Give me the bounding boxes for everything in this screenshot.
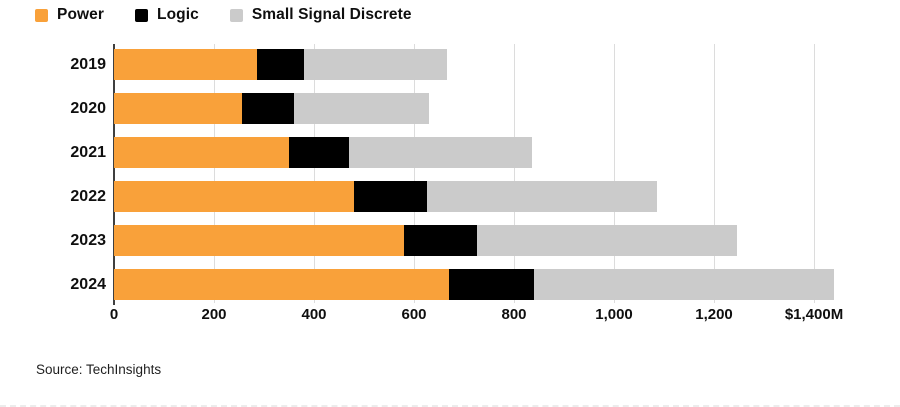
x-tick-label-200: 200 [201,306,227,323]
bar-segment-power-2022 [114,181,354,212]
bar-row-2022 [114,181,657,212]
year-label-2021: 2021 [70,144,106,161]
bar-row-2019 [114,49,447,80]
bottom-divider [0,405,900,407]
bar-segment-power-2020 [114,93,242,124]
bar-segment-power-2021 [114,137,289,168]
legend-label-small-signal-discrete: Small Signal Discrete [251,6,412,23]
power-swatch-icon [35,8,48,22]
bar-segment-power-2023 [114,225,404,256]
year-label-2020: 2020 [70,100,106,117]
y-axis-line [113,44,115,305]
bar-segment-power-2024 [114,269,449,300]
bar-segment-logic-2021 [289,137,349,168]
legend-item-power: Power [35,6,104,24]
x-tick-label-800: 800 [501,306,527,323]
legend-item-small-signal-discrete: Small Signal Discrete [229,6,412,24]
bar-segment-logic-2024 [449,269,534,300]
bar-row-2021 [114,137,532,168]
gridline-600 [414,44,415,303]
bar-row-2024 [114,269,834,300]
bar-segment-small-signal-discrete-2024 [534,269,834,300]
source-note: Source: TechInsights [36,362,162,377]
bar-segment-small-signal-discrete-2023 [476,225,737,256]
legend: Power Logic Small Signal Discrete [35,6,412,24]
bar-segment-logic-2019 [256,49,304,80]
year-label-2019: 2019 [70,56,106,73]
bar-row-2020 [114,93,429,124]
x-tick-label-0: 0 [109,306,119,323]
bar-segment-small-signal-discrete-2021 [349,137,532,168]
year-label-2024: 2024 [70,276,106,293]
gridline-400 [314,44,315,303]
plot-area [113,44,870,305]
year-label-2022: 2022 [70,188,106,205]
gridline-1200 [714,44,715,303]
x-tick-label-1200: 1,200 [695,306,733,323]
gridline-1400 [814,44,815,303]
bar-row-2023 [114,225,737,256]
bar-segment-logic-2020 [241,93,294,124]
bar-segment-small-signal-discrete-2022 [426,181,657,212]
x-tick-label-1000: 1,000 [595,306,633,323]
bar-segment-small-signal-discrete-2019 [304,49,447,80]
legend-label-logic: Logic [157,6,199,23]
bar-segment-power-2019 [114,49,257,80]
gridline-200 [214,44,215,303]
bar-segment-logic-2023 [404,225,477,256]
x-tick-label-1400: $1,400M [784,306,844,323]
bar-segment-small-signal-discrete-2020 [294,93,429,124]
year-label-2023: 2023 [70,232,106,249]
legend-label-power: Power [57,6,105,23]
small-signal-discrete-swatch-icon [229,8,243,22]
x-tick-label-600: 600 [401,306,427,323]
gridline-800 [514,44,515,303]
logic-swatch-icon [135,8,149,22]
x-tick-label-400: 400 [301,306,327,323]
legend-item-logic: Logic [135,6,199,24]
bar-segment-logic-2022 [354,181,427,212]
gridline-1000 [614,44,615,303]
